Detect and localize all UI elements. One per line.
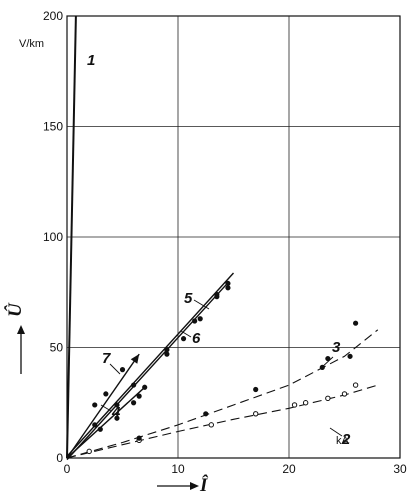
series-6-point	[192, 318, 198, 324]
series-lines	[66, 15, 379, 461]
series-6-point	[114, 402, 120, 408]
curve-label-5: 5	[184, 290, 210, 310]
grid	[67, 16, 400, 458]
y-tick-label: 150	[43, 120, 63, 134]
series-3-point	[353, 320, 359, 326]
series-3-line	[66, 329, 379, 459]
curve-label-7-text: 7	[102, 350, 111, 367]
series-points	[86, 280, 359, 455]
series-4-point	[142, 384, 148, 390]
series-2-point	[208, 422, 215, 428]
y-tick-label: 100	[43, 230, 63, 244]
series-4-point	[97, 426, 103, 432]
series-2-line	[66, 384, 378, 459]
x-tick-label: 20	[282, 462, 296, 476]
series-3-point	[203, 411, 209, 417]
x-tick-label: 30	[393, 462, 407, 476]
y-tick-label: 200	[43, 9, 63, 23]
series-2-point	[352, 382, 359, 388]
series-7-point	[103, 391, 109, 397]
series-7-point	[119, 367, 126, 373]
y-unit-label: V/km	[19, 38, 44, 50]
tick-labels: 0 10 20 30 0 50 100 150 200	[43, 9, 407, 476]
series-2-point	[253, 411, 259, 417]
series-3-point	[136, 435, 142, 441]
x-axis-arrow	[157, 482, 199, 490]
series-5-point	[197, 316, 203, 322]
series-6-point	[164, 351, 170, 357]
series-1-line	[66, 15, 77, 459]
series-5-point	[180, 336, 187, 342]
x-tick-label: 10	[171, 462, 185, 476]
series-6-point	[225, 285, 231, 291]
series-7-arrowhead	[130, 354, 140, 364]
series-7-point	[92, 402, 98, 408]
y-tick-label: 50	[50, 341, 64, 355]
series-6-point	[131, 382, 137, 388]
y-tick-label: 0	[56, 451, 63, 465]
curve-label-3: 3	[320, 339, 341, 369]
y-axis-arrow	[17, 325, 25, 374]
curve-label-4-text: 4	[111, 404, 121, 421]
series-3-point	[253, 386, 259, 393]
y-axis-title: Û	[4, 302, 26, 317]
series-3-point	[325, 355, 331, 362]
curve-label-7: 7	[102, 350, 121, 375]
series-5-line	[66, 272, 235, 457]
x-tick-label: 0	[64, 462, 71, 476]
series-2-point	[86, 448, 92, 455]
series-6-line	[66, 282, 229, 461]
curve-label-1: 1	[87, 52, 95, 69]
x-axis-title: Î	[199, 474, 209, 495]
curve-label-6-text: 6	[192, 330, 201, 347]
series-4-point	[114, 415, 120, 421]
series-6-point	[92, 422, 98, 428]
series-2-point	[291, 402, 298, 408]
series-5-point	[164, 347, 170, 353]
series-5-point	[225, 280, 231, 287]
curve-label-3-text: 3	[332, 339, 341, 356]
series-2-point	[325, 395, 331, 402]
series-2-point	[341, 391, 348, 397]
curve-label-6: 6	[180, 330, 201, 347]
series-2-point	[302, 400, 309, 406]
curve-label-2: 2	[329, 427, 351, 448]
curve-label-4: 4	[100, 404, 121, 421]
curve-label-2-text: 2	[341, 431, 351, 448]
curve-label-1-text: 1	[87, 52, 95, 69]
series-6-point	[214, 294, 220, 300]
series-4-point	[136, 393, 142, 399]
series-4-point	[131, 400, 137, 406]
curve-label-5-text: 5	[184, 290, 193, 307]
series-3-point	[347, 353, 353, 359]
x-unit-label: kA	[336, 435, 350, 447]
